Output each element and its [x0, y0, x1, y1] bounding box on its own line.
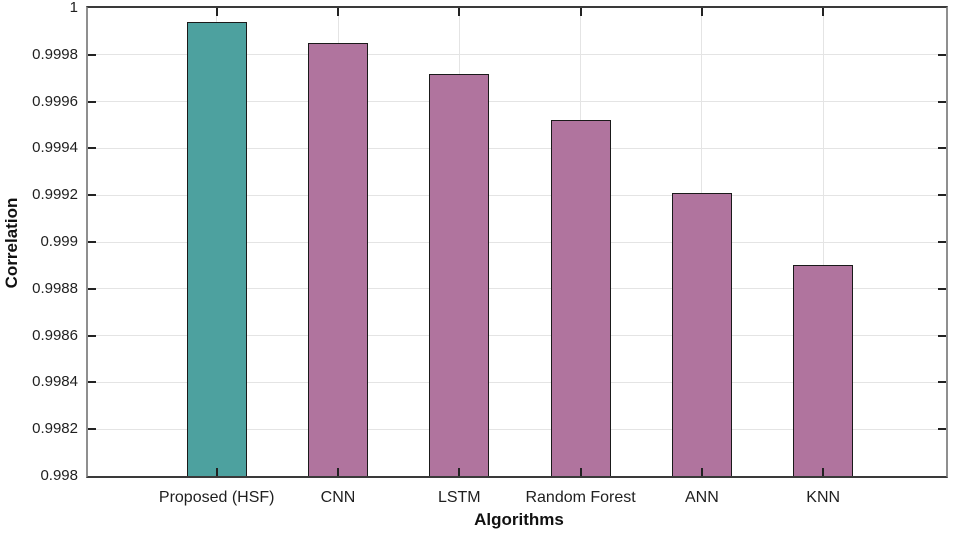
x-tick-top	[337, 8, 339, 16]
y-tick-right	[938, 334, 946, 337]
y-tick-label: 0.9996	[32, 92, 78, 110]
y-tick-label: 0.9986	[32, 326, 78, 344]
y-axis-label: Correlation	[2, 197, 21, 289]
x-tick-label: KNN	[806, 489, 841, 506]
bar-lstm	[429, 73, 490, 476]
y-gridline	[88, 428, 946, 430]
y-tick-left	[88, 53, 96, 56]
bar-ann	[671, 192, 732, 476]
y-gridline	[88, 335, 946, 337]
y-gridline	[88, 194, 946, 196]
y-gridline	[88, 147, 946, 149]
y-tick-right	[938, 381, 946, 384]
bar-random-forest	[550, 120, 611, 476]
y-tick-right	[938, 194, 946, 197]
x-tick-top	[215, 8, 218, 16]
y-gridline	[88, 288, 946, 290]
x-tick-top	[700, 8, 703, 16]
y-gridline	[88, 101, 946, 103]
x-tick-label: Proposed (HSF)	[158, 489, 275, 506]
y-tick-left	[88, 100, 96, 103]
x-tick-label: LSTM	[437, 489, 481, 506]
x-tick-top	[458, 8, 461, 16]
y-gridline	[88, 241, 946, 243]
y-tick-label: 0.9992	[32, 186, 78, 204]
y-tick-left	[88, 194, 96, 197]
y-tick-left	[88, 381, 96, 384]
bar-cnn	[308, 43, 368, 476]
y-tick-label: 1	[69, 0, 78, 16]
y-tick-left	[88, 287, 96, 290]
y-tick-right	[938, 147, 946, 150]
y-gridline	[88, 54, 946, 56]
y-tick-left	[88, 147, 96, 150]
x-tick-top	[579, 8, 582, 16]
x-tick-bottom	[458, 468, 461, 476]
y-tick-label: 0.9982	[32, 420, 78, 438]
y-tick-label: 0.9998	[32, 45, 78, 63]
y-tick-right	[938, 241, 946, 243]
y-gridline	[88, 381, 946, 383]
y-tick-label: 0.9988	[32, 279, 78, 297]
y-tick-left	[88, 334, 96, 337]
y-tick-label: 0.9994	[32, 139, 78, 157]
x-gridline	[822, 8, 824, 476]
y-tick-right	[938, 53, 946, 56]
bar-knn	[793, 265, 854, 476]
x-tick-bottom	[215, 468, 218, 476]
y-tick-label: 0.9984	[32, 373, 78, 391]
y-tick-left	[88, 241, 96, 243]
y-tick-right	[938, 428, 946, 431]
y-tick-left	[88, 428, 96, 431]
x-tick-top	[822, 8, 825, 16]
y-tick-label: 0.998	[40, 467, 78, 484]
y-tick-right	[938, 287, 946, 290]
y-tick-right	[938, 100, 946, 103]
plot-area	[86, 6, 948, 478]
x-axis-label: Algorithms	[474, 510, 564, 529]
x-tick-label: CNN	[320, 489, 356, 506]
x-tick-bottom	[579, 468, 582, 476]
plot-inner	[88, 8, 946, 476]
x-tick-bottom	[700, 468, 703, 476]
x-tick-label: ANN	[685, 489, 719, 506]
x-tick-label: Random Forest	[525, 489, 636, 506]
x-tick-bottom	[822, 468, 825, 476]
x-tick-bottom	[337, 468, 339, 476]
bar-proposed-hsf	[186, 22, 247, 476]
y-tick-label: 0.999	[40, 233, 78, 250]
